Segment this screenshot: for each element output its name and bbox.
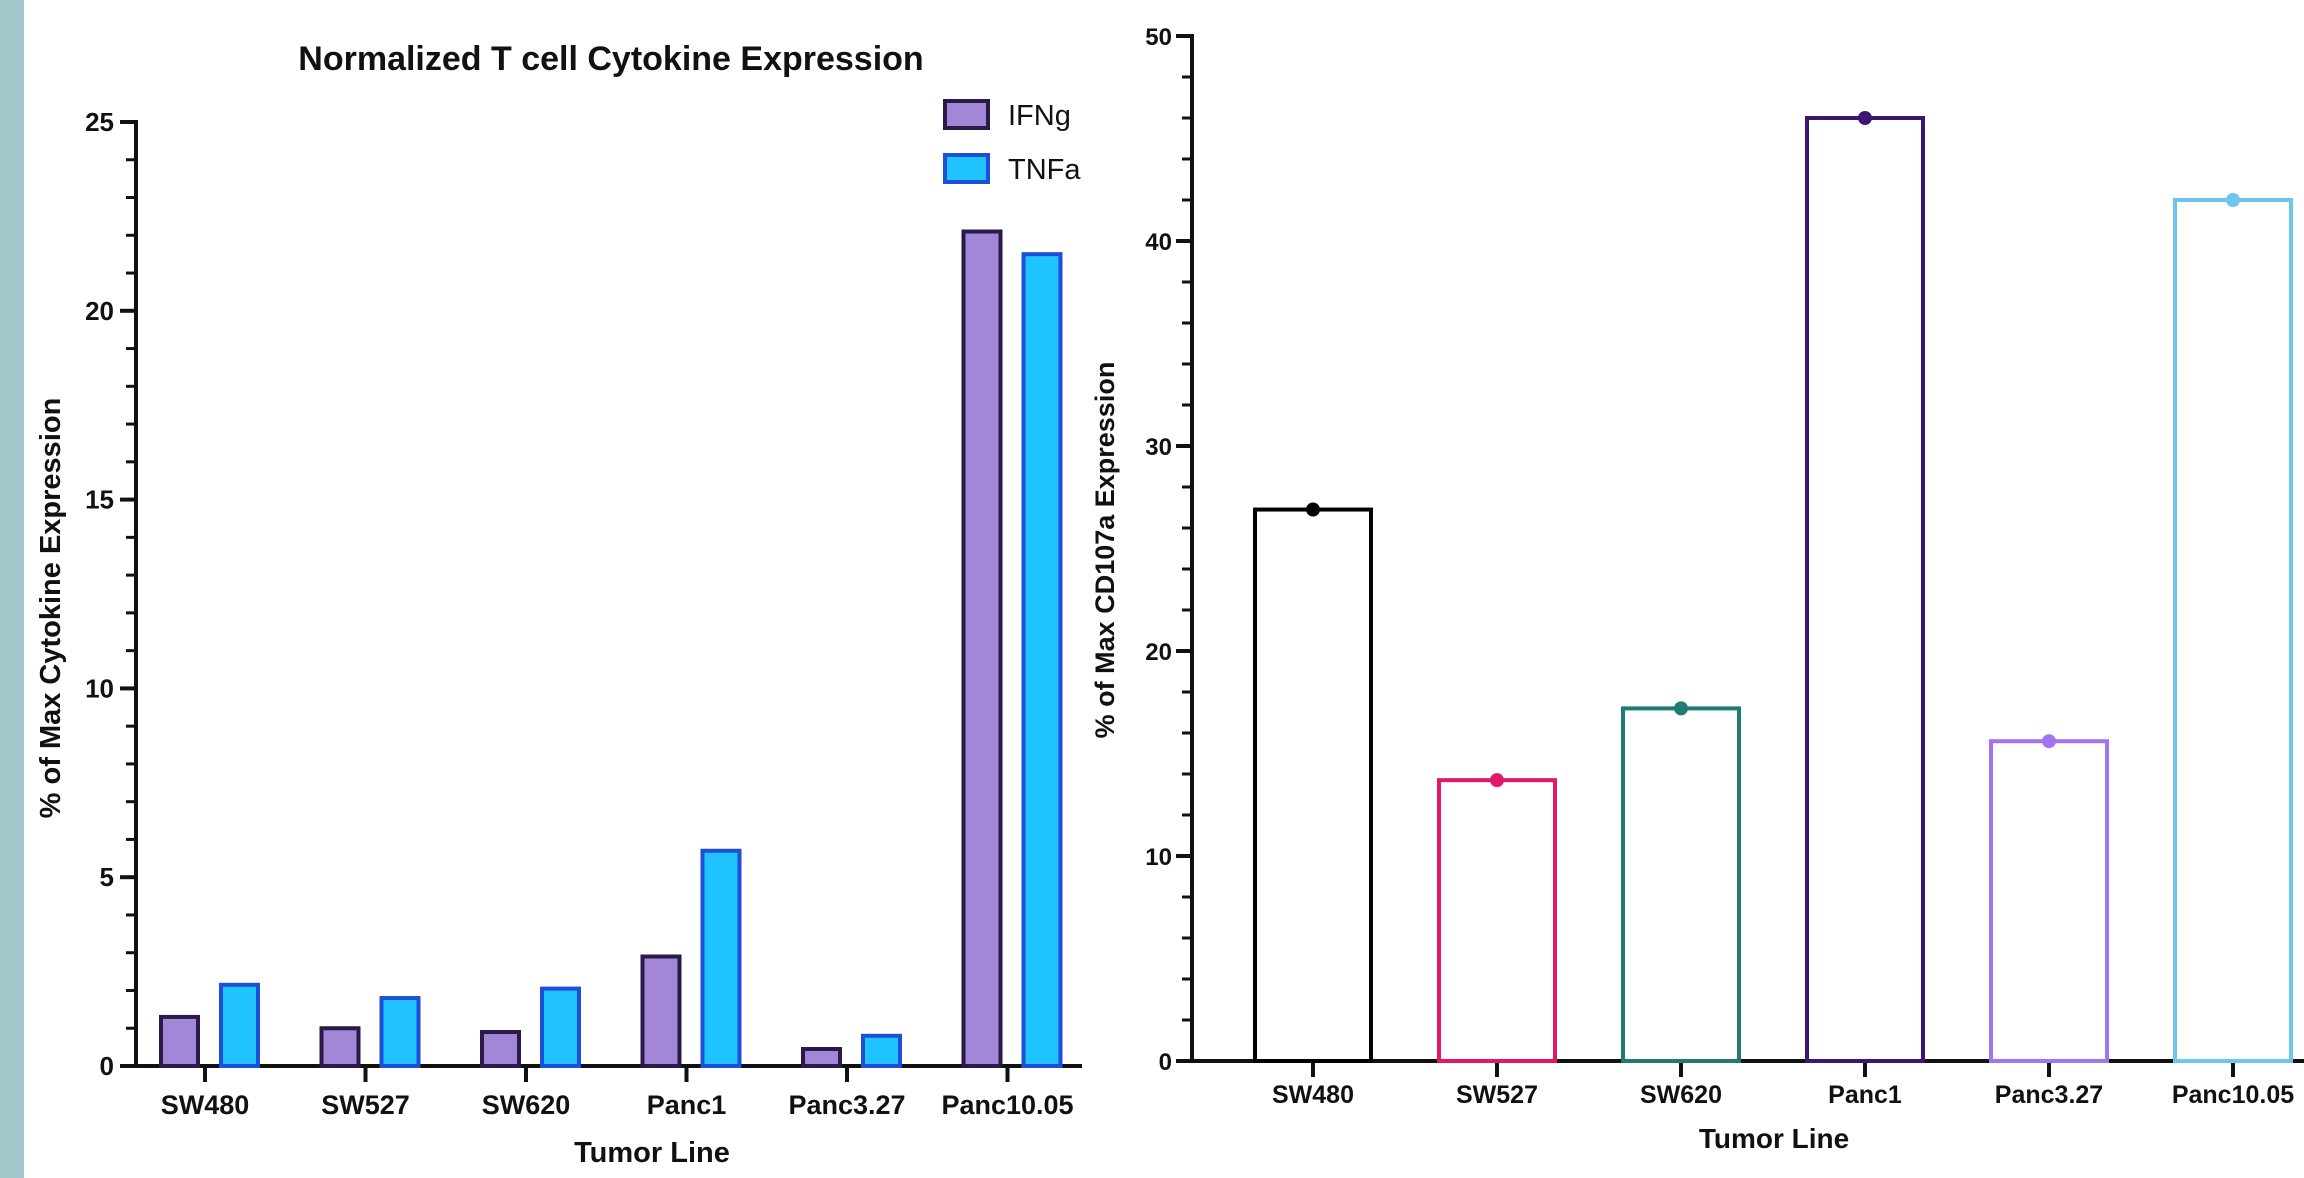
- x-tick-label: Panc10.05: [2172, 1081, 2294, 1109]
- bar-panc3.27: [1989, 739, 2109, 1063]
- x-tick-label: SW620: [1640, 1081, 1722, 1109]
- y-axis-label: % of Max Cytokine Expression: [35, 398, 67, 819]
- bar-tnfa-sw527: [379, 996, 421, 1068]
- bar-tnfa-sw620: [540, 986, 581, 1068]
- x-tick-label: SW527: [1456, 1081, 1538, 1109]
- x-axis-label: Tumor Line: [1699, 1123, 1849, 1154]
- data-point-sw480: [1306, 502, 1320, 517]
- bar-ifng-sw480: [159, 1014, 200, 1068]
- y-tick-label: 0: [1159, 1049, 1172, 1076]
- plot-area: 0 10 20 30 40 50 SW480 SW527 SW620 Panc1 Panc3.27 P…: [1145, 24, 2304, 1109]
- bar-sw480: [1253, 507, 1373, 1063]
- x-tick-label: Panc10.05: [941, 1090, 1073, 1120]
- y-tick-label: 10: [85, 673, 114, 703]
- bar-tnfa-sw480: [219, 982, 260, 1068]
- data-point-panc3.27: [2042, 734, 2056, 749]
- left-edge-strip: [0, 0, 24, 1178]
- y-tick-label: 25: [85, 107, 114, 137]
- y-tick-label: 20: [1145, 639, 1172, 666]
- cd107a-expression-chart: % of Max CD107a Expression Tumor Line 0 1…: [1090, 24, 2304, 1154]
- y-tick-label: 30: [1145, 434, 1172, 461]
- cytokine-expression-chart: Normalized T cell Cytokine Expression % …: [35, 40, 1082, 1169]
- bar-tnfa-panc10.05: [1021, 252, 1063, 1069]
- y-tick-label: 15: [85, 485, 114, 515]
- x-tick-label: Panc3.27: [788, 1090, 905, 1120]
- bar-ifng-panc3.27: [801, 1047, 842, 1069]
- bar-ifng-panc10.05: [961, 229, 1003, 1068]
- data-point-sw527: [1490, 773, 1504, 788]
- y-tick-label: 10: [1145, 844, 1172, 871]
- y-tick-label: 5: [100, 862, 114, 892]
- bar-ifng-panc1: [640, 954, 682, 1068]
- legend-swatch-ifng: [943, 99, 990, 130]
- data-point-panc1: [1858, 111, 1872, 125]
- x-tick-label: Panc1: [1828, 1081, 1902, 1109]
- bar-ifng-sw527: [319, 1026, 361, 1068]
- x-tick-label: SW480: [1272, 1081, 1354, 1109]
- x-tick-label: Panc1: [647, 1090, 727, 1120]
- x-tick-label: SW527: [321, 1090, 410, 1120]
- x-axis-label: Tumor Line: [574, 1137, 730, 1169]
- y-tick-label: 20: [85, 296, 114, 326]
- legend: IFNg TNFa: [943, 99, 1081, 186]
- y-tick-label: 40: [1145, 229, 1172, 256]
- x-tick-label: SW620: [482, 1090, 571, 1120]
- y-tick-label: 50: [1145, 24, 1172, 51]
- x-tick-label: Panc3.27: [1995, 1081, 2103, 1109]
- legend-label-tnfa: TNFa: [1008, 154, 1081, 186]
- y-axis-label: % of Max CD107a Expression: [1090, 362, 1120, 739]
- bar-sw527: [1437, 778, 1557, 1064]
- legend-label-ifng: IFNg: [1008, 100, 1071, 132]
- x-tick-label: SW480: [161, 1090, 250, 1120]
- bar-tnfa-panc1: [700, 848, 742, 1068]
- bar-ifng-sw620: [480, 1030, 521, 1068]
- y-tick-label: 0: [100, 1051, 114, 1081]
- data-point-sw620: [1674, 701, 1688, 716]
- chart-title: Normalized T cell Cytokine Expression: [298, 40, 923, 78]
- data-point-panc10.05: [2226, 193, 2240, 207]
- bar-panc1: [1805, 116, 1925, 1063]
- plot-area: 0 5 10 15 20 25 SW480 SW527 SW620 Panc1 Panc3.27 Pa…: [85, 107, 1082, 1120]
- bar-panc10.05: [2173, 198, 2293, 1063]
- legend-swatch-tnfa: [943, 153, 990, 184]
- bar-sw620: [1621, 706, 1741, 1064]
- bar-tnfa-panc3.27: [861, 1033, 902, 1068]
